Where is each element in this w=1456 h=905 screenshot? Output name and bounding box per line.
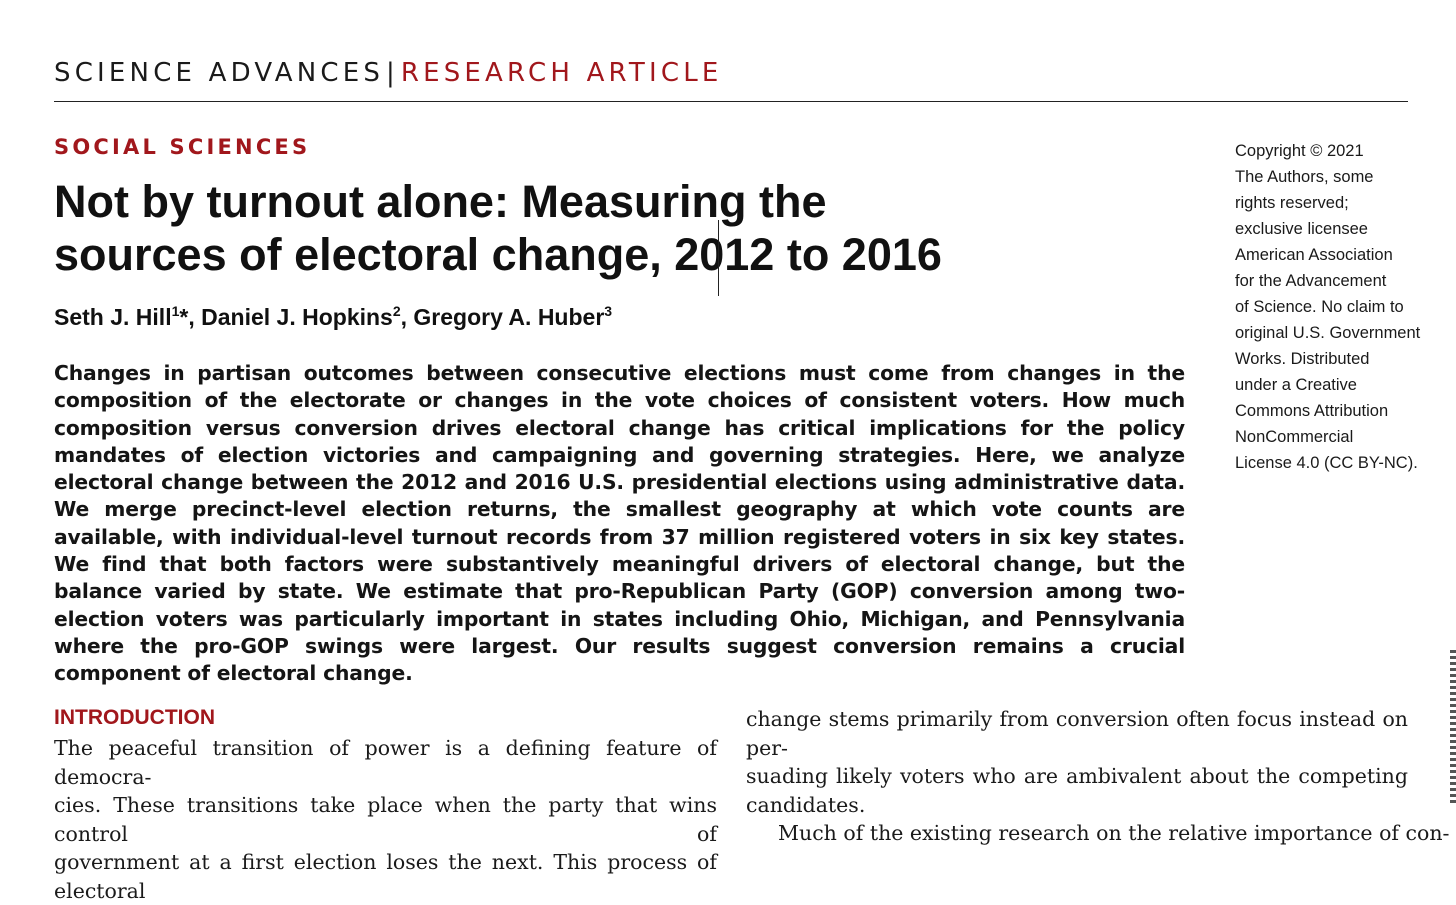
page-edge-download-mark bbox=[1450, 650, 1456, 805]
section-label: SOCIAL SCIENCES bbox=[54, 135, 311, 159]
journal-header: SCIENCE ADVANCES| RESEARCH ARTICLE bbox=[54, 58, 1408, 102]
body-line: government at a first election loses the… bbox=[54, 850, 717, 903]
journal-name: SCIENCE ADVANCES bbox=[54, 58, 385, 88]
copyright-line: Copyright © 2021 bbox=[1235, 142, 1364, 160]
header-separator: | bbox=[386, 58, 395, 88]
body-line: The peaceful transition of power is a de… bbox=[54, 736, 717, 789]
text-cursor bbox=[718, 220, 719, 296]
copyright-line: Works. Distributed bbox=[1235, 350, 1370, 368]
copyright-line: NonCommercial bbox=[1235, 428, 1354, 446]
author-affiliation: 3 bbox=[604, 303, 613, 319]
body-line: change stems primarily from conversion o… bbox=[746, 707, 1408, 760]
body-line: Much of the existing research on the rel… bbox=[778, 821, 1450, 845]
corresponding-mark: * bbox=[179, 304, 189, 330]
author-list: Seth J. Hill1*, Daniel J. Hopkins2, Greg… bbox=[54, 303, 612, 331]
author-1[interactable]: Seth J. Hill1* bbox=[54, 303, 189, 330]
author-separator: , bbox=[400, 304, 414, 330]
author-name: Seth J. Hill bbox=[54, 304, 172, 330]
copyright-line: The Authors, some bbox=[1235, 168, 1374, 186]
body-line: suading likely voters who are ambivalent… bbox=[746, 764, 1408, 788]
article-type: RESEARCH ARTICLE bbox=[400, 58, 723, 88]
copyright-line: of Science. No claim to bbox=[1235, 298, 1404, 316]
copyright-line: under a Creative bbox=[1235, 376, 1357, 394]
author-2[interactable]: Daniel J. Hopkins2 bbox=[201, 303, 401, 330]
copyright-line: American Association bbox=[1235, 246, 1393, 264]
author-name: Gregory A. Huber bbox=[413, 304, 605, 330]
author-separator: , bbox=[188, 304, 202, 330]
copyright-notice: Copyright © 2021 The Authors, some right… bbox=[1235, 138, 1421, 476]
author-3[interactable]: Gregory A. Huber3 bbox=[413, 303, 613, 330]
author-affiliation: 2 bbox=[392, 303, 401, 319]
body-line: cies. These transitions take place when … bbox=[54, 793, 717, 846]
body-column-left: The peaceful transition of power is a de… bbox=[54, 734, 717, 905]
abstract: Changes in partisan outcomes between con… bbox=[54, 361, 1185, 686]
author-affiliation: 1 bbox=[171, 303, 180, 319]
copyright-line: License 4.0 (CC BY-NC). bbox=[1235, 454, 1418, 472]
author-name: Daniel J. Hopkins bbox=[201, 304, 393, 330]
copyright-line: Commons Attribution bbox=[1235, 402, 1389, 420]
article-title[interactable]: Not by turnout alone: Measuring the sour… bbox=[54, 176, 942, 280]
copyright-line: original U.S. Government bbox=[1235, 324, 1421, 342]
body-column-right: change stems primarily from conversion o… bbox=[746, 705, 1450, 848]
introduction-heading: INTRODUCTION bbox=[54, 706, 215, 729]
copyright-line: rights reserved; bbox=[1235, 194, 1349, 212]
copyright-line: for the Advancement bbox=[1235, 272, 1387, 290]
copyright-line: exclusive licensee bbox=[1235, 220, 1368, 238]
